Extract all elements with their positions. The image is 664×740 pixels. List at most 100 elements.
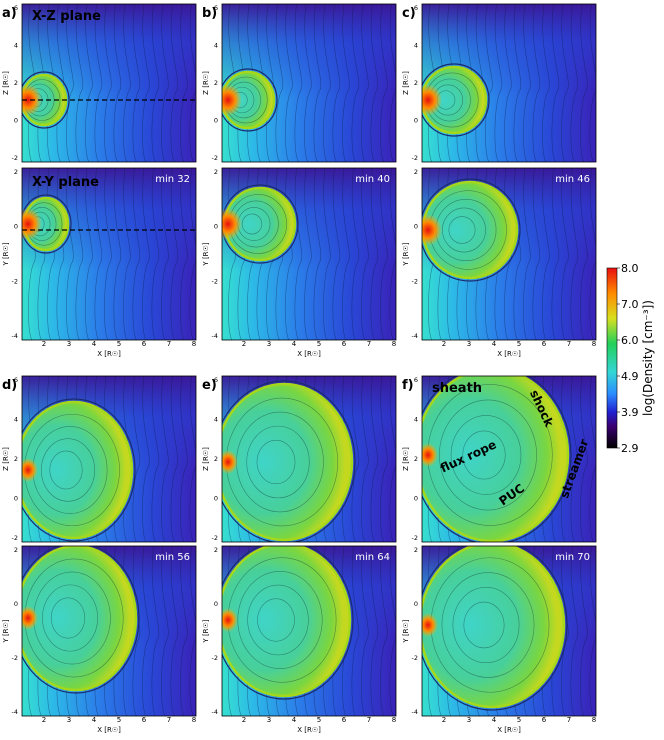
colorbar: [606, 267, 618, 449]
panel-f-x-tick: 5: [517, 716, 521, 724]
panel-d-xy-shock-front: [22, 546, 140, 694]
panel-f-xz-y-tick: -2: [412, 534, 418, 542]
panel-a-xy-contour-line: [189, 168, 196, 340]
panel-a-xy-title: X-Y plane: [32, 175, 99, 190]
panel-a-xz-contour-line: [66, 4, 74, 162]
panel-c-xy-dense-core: [422, 214, 442, 246]
panel-c-xz-frame: [421, 3, 597, 163]
panel-a-xz-y-tick: 0: [14, 117, 18, 125]
panel-d-x-tick: 8: [192, 716, 196, 724]
panel-c-xlabel: X [R☉]: [497, 350, 521, 358]
panel-c-xy-bubble-contour: [442, 207, 486, 253]
colorbar-tick-label: 8.0: [621, 262, 639, 275]
panel-a-xy-contour-line: [170, 168, 179, 340]
panel-a-xy-y-tick: -4: [12, 332, 18, 340]
panel-e-xy-y-tick: -4: [212, 708, 218, 716]
panel-d-xz-bubble-contour: [41, 438, 95, 502]
panel-e-x-tick: 5: [317, 716, 321, 724]
panel-d-xz-y-tick: 6: [14, 376, 18, 384]
panel-d-xy-bubble-contour: [50, 597, 86, 639]
panel-d-xy-contour-line: [161, 546, 169, 716]
panel-e-x-tick: 6: [342, 716, 347, 724]
colorbar-label: log(Density [cm⁻³]): [641, 300, 655, 416]
panel-d-x-tick: 4: [92, 716, 97, 724]
panel-f-xz-y-tick: 6: [414, 376, 418, 384]
panel-f-xy-y-tick: 2: [414, 546, 418, 554]
panel-c-x-tick: 6: [542, 340, 547, 348]
panel-f-time: min 70: [555, 552, 590, 563]
panel-a-xy-contour-line: [142, 168, 150, 340]
panel-c-xy-contour-line: [551, 168, 560, 340]
panel-a-time: min 32: [155, 174, 190, 185]
panel-b-xz-contour-line: [323, 4, 331, 162]
panel-c-xy-shock-front: [422, 178, 521, 282]
panel-f-xy: [421, 545, 597, 717]
panel-e-xy-y-tick: -2: [212, 654, 218, 662]
panel-d-xy-contour-line: [151, 546, 160, 716]
panel-b-x-tick: 4: [292, 340, 297, 348]
panel-f-x-tick: 3: [467, 716, 471, 724]
panel-e-xz-shock-front: [222, 380, 356, 542]
panel-d-xz-contour-line: [189, 376, 196, 542]
panel-f-x-tick: 7: [567, 716, 571, 724]
panel-b-xz-ylabel: Z [R☉]: [202, 71, 210, 95]
panel-d-xz: [21, 375, 197, 543]
colorbar-tick-label: 7.0: [621, 298, 639, 311]
panel-e-x-tick: 7: [367, 716, 371, 724]
panel-d-xz-y-tick: -2: [12, 534, 18, 542]
panel-c-xz: [421, 3, 597, 163]
panel-b-x-tick: 3: [267, 340, 271, 348]
panel-c-xz-contour-line: [532, 4, 541, 162]
panel-d-xz-ylabel: Z [R☉]: [2, 447, 10, 471]
panel-a-xy-shock-front: [22, 194, 72, 254]
panel-d-xy-frame: [21, 545, 197, 717]
panel-a-xz-contour-line: [189, 4, 196, 162]
panel-b-xz-contour-line: [313, 4, 322, 162]
panel-a-xz-contour-line: [142, 4, 150, 162]
panel-c-xz-contour-line: [513, 4, 522, 162]
panel-a-label: a): [2, 6, 17, 21]
panel-e-xz-y-tick: 6: [214, 376, 218, 384]
panel-b-xy-contour-line: [332, 168, 341, 340]
panel-c-x-tick: 5: [517, 340, 521, 348]
panel-d-xy-contour-line: [180, 546, 188, 716]
panel-f-xz: [421, 375, 597, 543]
panel-b-xz-contour-line: [285, 4, 293, 162]
panel-d-x-tick: 7: [167, 716, 171, 724]
panel-f-xz-shock-front: [422, 376, 572, 542]
panel-b-xy: [221, 167, 397, 341]
panel-d-x-tick: 2: [42, 716, 46, 724]
panel-f-xy-bubble-contour: [463, 601, 505, 649]
panel-d-xz-y-tick: 2: [14, 455, 18, 463]
panel-f-xz-bubble-contour: [450, 415, 522, 495]
panel-a-xz-title: X-Z plane: [32, 9, 101, 24]
panel-a-xz-contour-line: [94, 4, 103, 162]
panel-c-x-tick: 3: [467, 340, 471, 348]
panel-b-xy-contour-line: [380, 168, 388, 340]
panel-d-xy-contour-line: [189, 546, 196, 716]
panel-b-xy-y-tick: -2: [212, 277, 218, 285]
panel-b-xz-dense-core: [222, 84, 242, 116]
panel-c-xz-contour-line: [523, 4, 531, 162]
panel-e-xy-y-tick: 0: [214, 600, 218, 608]
panel-e-x-tick: 3: [267, 716, 271, 724]
colorbar-tick-label: 2.9: [621, 442, 639, 455]
panel-f-x-tick: 2: [442, 716, 446, 724]
panel-e-xlabel: X [R☉]: [297, 726, 321, 734]
panel-b-xy-y-tick: -4: [212, 332, 218, 340]
panel-b-xz-y-tick: 2: [214, 79, 218, 87]
panel-d-x-tick: 3: [67, 716, 71, 724]
panel-f-xz-dense-core: [422, 443, 438, 467]
panel-c-xy-contour-line: [570, 168, 579, 340]
panel-e-xz-contour-line: [370, 376, 379, 542]
panel-c-xy-contour-line: [580, 168, 588, 340]
panel-d-xz-contour-line: [142, 376, 150, 542]
panel-a-xz-contour-line: [104, 4, 112, 162]
panel-e-xz-dense-core: [222, 450, 238, 474]
panel-c-xz-contour-line: [570, 4, 579, 162]
panel-d-xz-contour-line: [132, 376, 141, 542]
panel-d-xz-contour-line: [180, 376, 188, 542]
panel-d-x-tick: 6: [142, 716, 147, 724]
panel-d-xz-cme-bubble: [22, 400, 134, 540]
